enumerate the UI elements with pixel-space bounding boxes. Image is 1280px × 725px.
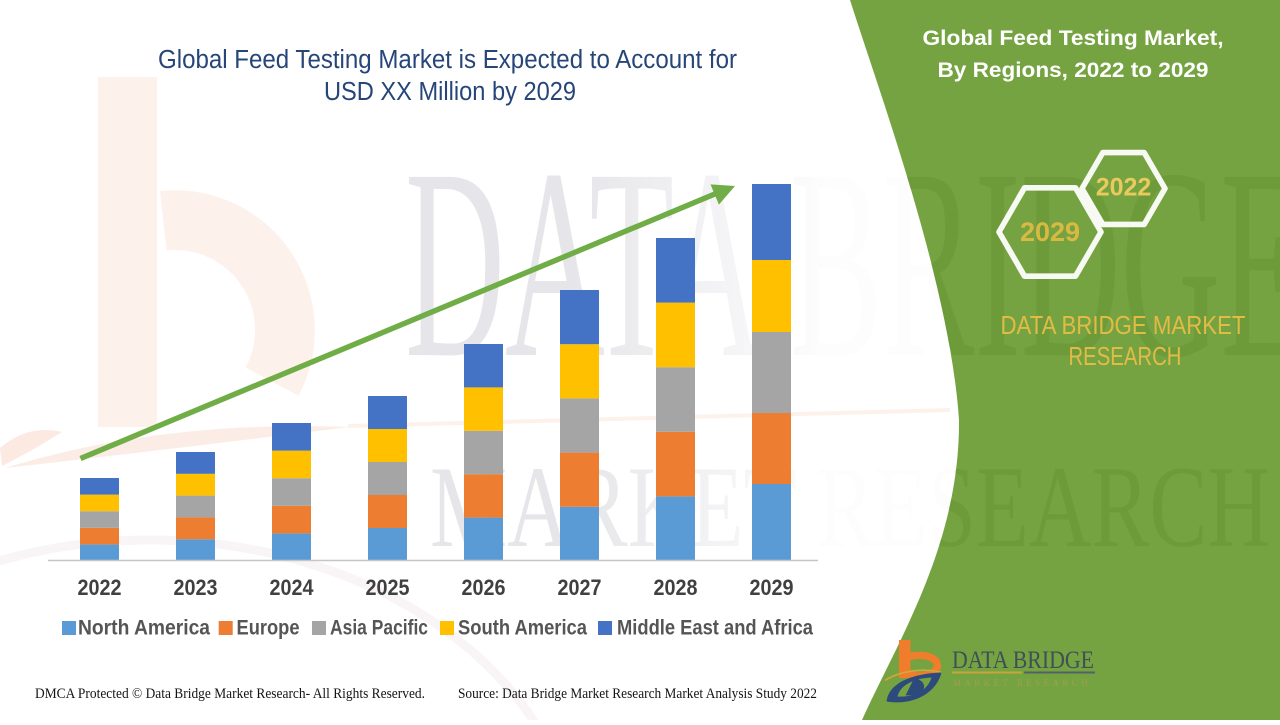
- svg-text:South America: South America: [458, 617, 587, 640]
- svg-text:2024: 2024: [270, 575, 315, 600]
- svg-text:2028: 2028: [654, 575, 698, 600]
- svg-text:Middle East and Africa: Middle East and Africa: [617, 617, 813, 640]
- svg-text:Global Feed Testing Market is: Global Feed Testing Market is Expected t…: [158, 46, 737, 74]
- svg-text:2022: 2022: [1096, 174, 1152, 202]
- svg-text:DATA BRIDGE MARKET: DATA BRIDGE MARKET: [1001, 310, 1246, 340]
- svg-text:Source: Data Bridge Market Res: Source: Data Bridge Market Research Mark…: [458, 686, 817, 702]
- svg-text:DATA BRIDGE: DATA BRIDGE: [952, 647, 1094, 674]
- svg-text:MARKET RESEARCH: MARKET RESEARCH: [953, 678, 1091, 688]
- svg-text:By Regions, 2022 to 2029: By Regions, 2022 to 2029: [938, 59, 1209, 82]
- svg-text:USD XX Million by 2029: USD XX Million by 2029: [324, 78, 576, 106]
- svg-text:2029: 2029: [1020, 217, 1080, 247]
- svg-text:Asia Pacific: Asia Pacific: [330, 617, 428, 640]
- svg-text:Europe: Europe: [237, 617, 300, 640]
- svg-text:2022: 2022: [78, 575, 122, 600]
- svg-text:North America: North America: [78, 617, 210, 640]
- svg-text:Global Feed Testing Market,: Global Feed Testing Market,: [923, 27, 1224, 50]
- svg-text:2023: 2023: [174, 575, 218, 600]
- svg-text:2025: 2025: [366, 575, 410, 600]
- svg-text:2027: 2027: [558, 575, 602, 600]
- svg-text:RESEARCH: RESEARCH: [1069, 341, 1182, 371]
- svg-text:DMCA Protected © Data Bridge M: DMCA Protected © Data Bridge Market Rese…: [35, 686, 425, 702]
- svg-text:2026: 2026: [462, 575, 506, 600]
- svg-text:2029: 2029: [750, 575, 794, 600]
